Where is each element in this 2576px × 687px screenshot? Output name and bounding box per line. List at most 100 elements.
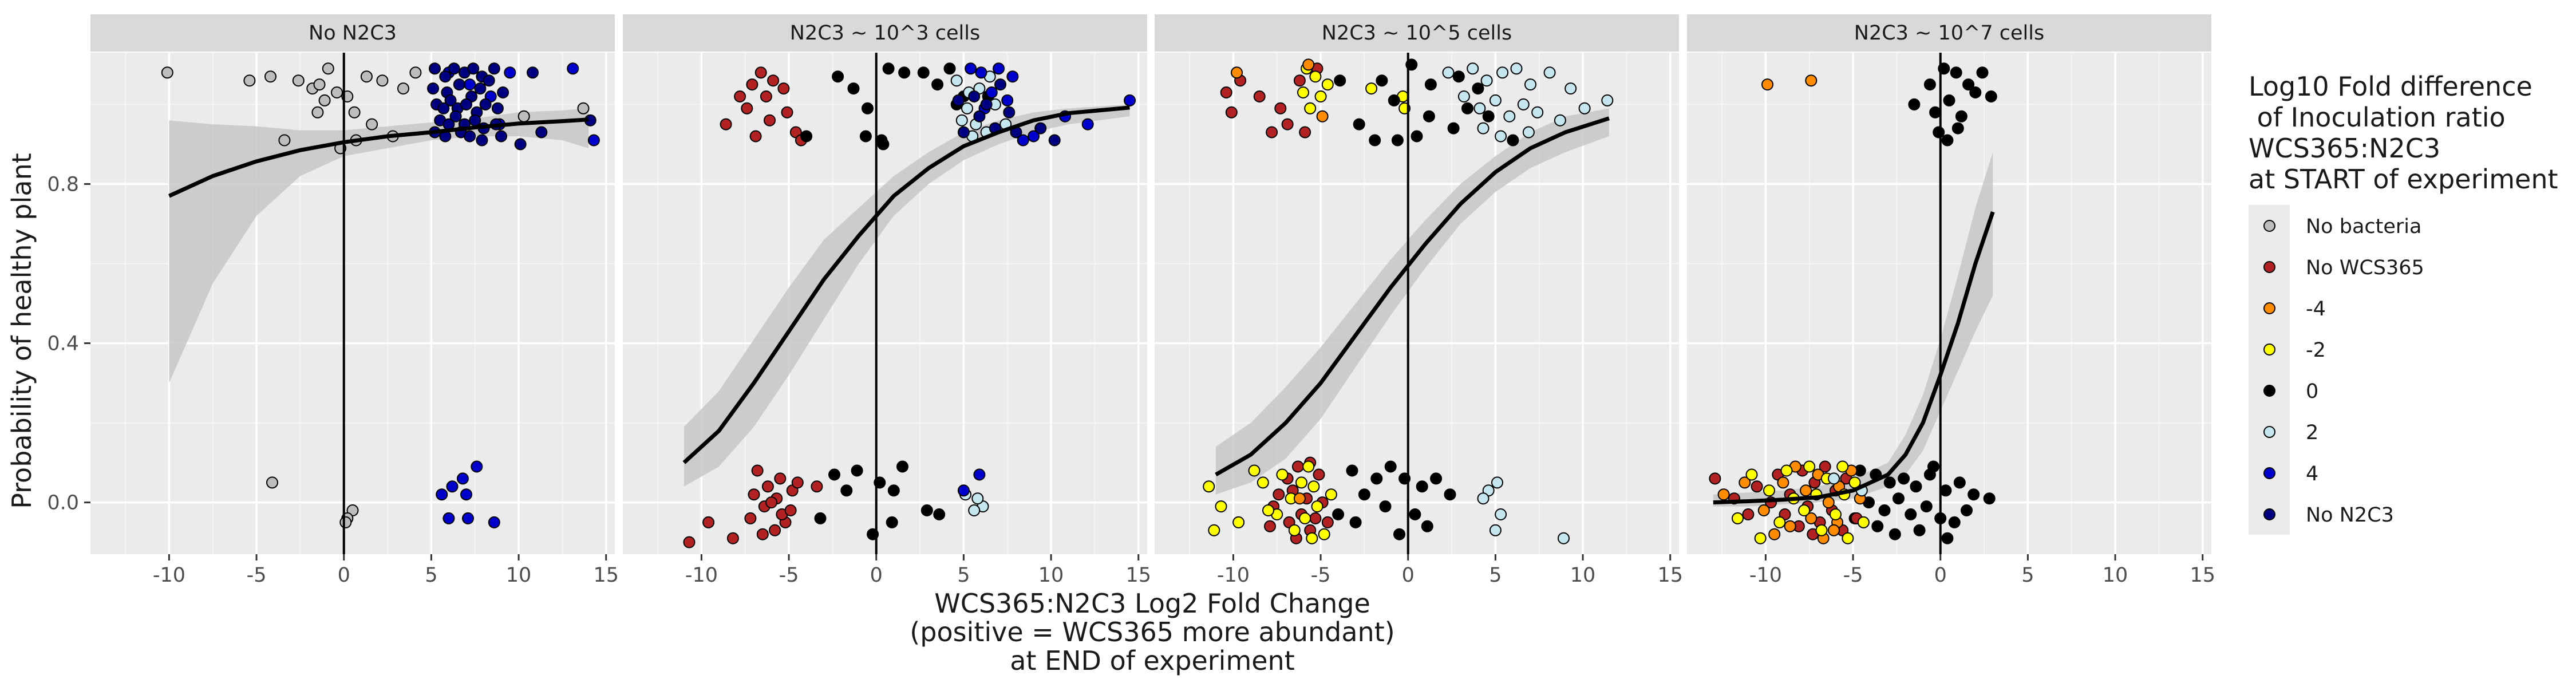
fit-curve — [1713, 211, 1995, 505]
data-point — [360, 70, 373, 83]
data-point — [1281, 118, 1294, 131]
legend-marker — [2263, 344, 2275, 356]
x-tick-label: -10 — [685, 564, 718, 587]
data-point — [765, 496, 777, 509]
data-point — [1444, 488, 1456, 501]
legend-label: 4 — [2306, 463, 2319, 485]
data-point — [800, 130, 813, 143]
data-point — [1208, 524, 1220, 536]
x-tick-label: -5 — [779, 564, 799, 587]
data-point — [975, 66, 987, 79]
data-point — [1430, 472, 1443, 485]
data-point — [1905, 508, 1917, 520]
data-point — [1017, 134, 1029, 147]
data-point — [1564, 82, 1577, 95]
data-point — [1948, 516, 1961, 528]
data-point — [483, 74, 495, 87]
data-point — [469, 114, 481, 127]
data-point — [1983, 492, 1996, 505]
data-point — [1503, 110, 1516, 123]
data-point — [311, 106, 324, 119]
data-point — [462, 512, 474, 524]
data-point — [1495, 508, 1507, 520]
legend-marker — [2263, 385, 2275, 397]
data-point — [348, 106, 361, 119]
data-point — [366, 118, 378, 131]
data-point — [266, 476, 278, 489]
data-point — [1391, 134, 1404, 147]
data-point — [965, 62, 977, 75]
data-point — [1081, 118, 1094, 131]
data-point — [1578, 102, 1591, 114]
data-point — [436, 488, 448, 501]
data-point — [1709, 472, 1721, 485]
panel-strip — [623, 14, 1147, 52]
data-point — [444, 94, 457, 106]
data-point — [1297, 86, 1309, 98]
data-point — [1822, 496, 1835, 509]
legend-swatch — [2249, 287, 2290, 329]
data-point — [491, 102, 504, 114]
data-point — [322, 62, 334, 75]
data-point — [488, 516, 500, 528]
data-point — [777, 82, 790, 95]
data-point — [460, 488, 472, 501]
data-point — [1878, 504, 1891, 516]
data-point — [760, 90, 772, 102]
data-point — [1411, 130, 1423, 143]
data-point — [1495, 130, 1507, 143]
data-point — [1376, 74, 1388, 87]
x-tick-label: -10 — [1217, 564, 1250, 587]
legend-item: -2 — [2249, 329, 2558, 370]
panel-strip — [90, 14, 615, 52]
data-point — [1893, 492, 1905, 505]
data-point — [859, 130, 872, 143]
data-point — [427, 82, 439, 95]
data-point — [331, 86, 343, 98]
legend-swatch — [2249, 246, 2290, 287]
data-point — [292, 74, 305, 87]
data-point — [751, 464, 764, 477]
panel-3: N2C3 ~ 10^5 cells -10 -5 0 5 10 15 — [1155, 14, 1683, 587]
data-point — [955, 114, 968, 127]
data-point — [683, 536, 696, 548]
data-point — [467, 62, 480, 75]
data-point — [847, 82, 860, 95]
data-point — [720, 118, 732, 131]
data-point — [1472, 82, 1484, 95]
legend-label: -2 — [2306, 339, 2326, 362]
data-point — [832, 70, 844, 83]
legend-item: No bacteria — [2249, 205, 2558, 246]
x-tick-label: 15 — [2190, 564, 2215, 587]
legend-swatch — [2249, 411, 2290, 452]
confidence-band — [683, 104, 1130, 487]
data-point — [1828, 472, 1840, 485]
data-point — [453, 78, 465, 91]
data-point — [1927, 460, 1939, 473]
data-point — [1768, 528, 1781, 540]
data-point — [1489, 524, 1502, 536]
legend-swatch — [2249, 205, 2290, 246]
data-point — [1248, 464, 1261, 477]
data-point — [1805, 512, 1818, 524]
data-point — [1763, 484, 1775, 497]
data-point — [957, 126, 970, 139]
data-point — [504, 66, 516, 79]
data-point — [734, 90, 746, 102]
data-point — [898, 66, 911, 79]
data-point — [1318, 528, 1330, 540]
x-tick-label: 5 — [957, 564, 970, 587]
data-point — [896, 460, 908, 473]
data-point — [1943, 94, 1955, 106]
legend-item: 4 — [2249, 452, 2558, 493]
data-point — [1939, 484, 1952, 497]
data-point — [1321, 516, 1334, 528]
data-point — [1969, 86, 1982, 98]
panel-title: No N2C3 — [309, 22, 397, 45]
panel-1: No N2C3 -10 -5 0 5 10 15 — [90, 14, 619, 587]
data-point — [1416, 480, 1428, 493]
data-point — [1311, 500, 1323, 513]
data-point — [1307, 480, 1320, 493]
data-point — [460, 98, 472, 110]
data-point — [161, 66, 173, 79]
